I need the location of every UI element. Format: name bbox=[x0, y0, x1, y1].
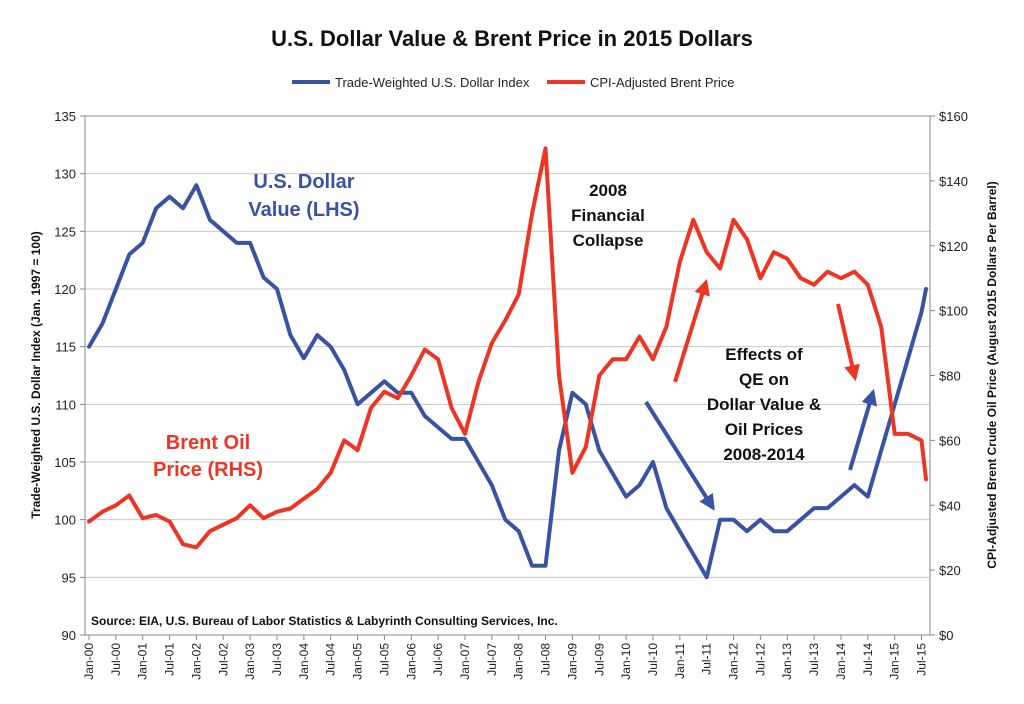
y-right-tick-label: $100 bbox=[939, 304, 968, 319]
brent-price-line bbox=[87, 146, 928, 550]
x-tick-label: Jul-10 bbox=[646, 643, 660, 676]
annotation-collapse-line3: Collapse bbox=[573, 231, 644, 250]
annotation-qe-line1: Effects of bbox=[725, 345, 803, 364]
annotation-qe-line2: QE on bbox=[739, 370, 789, 389]
x-tick-label: Jan-14 bbox=[834, 643, 848, 680]
x-tick-label: Jan-09 bbox=[565, 643, 579, 680]
x-tick-label: Jul-04 bbox=[324, 643, 338, 676]
x-tick-label: Jul-11 bbox=[700, 643, 714, 675]
x-tick-label: Jul-14 bbox=[861, 643, 875, 676]
x-tick-label: Jul-01 bbox=[163, 643, 177, 676]
y-right-tick-label: $20 bbox=[939, 563, 961, 578]
y-axis-left-label: Trade-Weighted U.S. Dollar Index (Jan. 1… bbox=[29, 231, 43, 519]
annotation-oil-line1: Brent Oil bbox=[166, 432, 250, 454]
legend-label-brent: CPI-Adjusted Brent Price bbox=[590, 75, 735, 90]
x-axis: Jan-00 Jul-00 Jan-01 Jul-01 Jan-02 Jul-02 Jan-… bbox=[82, 635, 929, 680]
x-tick-label: Jan-04 bbox=[297, 643, 311, 680]
annotation-dollar-line2: Value (LHS) bbox=[248, 199, 359, 221]
y-left-tick-label: 135 bbox=[54, 109, 76, 124]
legend-label-dollar: Trade-Weighted U.S. Dollar Index bbox=[335, 75, 530, 90]
arrow-oil-down bbox=[836, 303, 860, 382]
x-tick-label: Jul-12 bbox=[753, 643, 767, 676]
x-tick-label: Jul-07 bbox=[485, 643, 499, 676]
x-tick-label: Jan-02 bbox=[189, 643, 203, 680]
x-tick-label: Jan-12 bbox=[727, 643, 741, 680]
x-tick-label: Jan-03 bbox=[243, 643, 257, 680]
x-tick-label: Jan-08 bbox=[512, 643, 526, 680]
source-note: Source: EIA, U.S. Bureau of Labor Statis… bbox=[91, 614, 558, 628]
y-axis-right: $0 $20 $40 $60 $80 $100 $120 $140 $160 bbox=[930, 109, 968, 643]
y-left-tick-label: 110 bbox=[55, 397, 76, 412]
y-right-tick-label: $60 bbox=[939, 433, 961, 448]
dollar-index-line bbox=[87, 183, 928, 580]
x-tick-label: Jul-02 bbox=[216, 643, 230, 676]
y-left-tick-label: 95 bbox=[62, 570, 76, 585]
y-left-tick-label: 125 bbox=[54, 224, 76, 239]
x-tick-label: Jul-08 bbox=[539, 643, 553, 676]
annotation-qe-line5: 2008-2014 bbox=[723, 445, 805, 464]
x-tick-label: Jul-09 bbox=[592, 643, 606, 676]
x-tick-label: Jul-13 bbox=[807, 643, 821, 676]
y-axis-left: 90 95 100 105 110 115 120 125 130 135 bbox=[54, 109, 85, 643]
y-right-tick-label: $80 bbox=[939, 369, 961, 384]
y-left-tick-label: 90 bbox=[62, 628, 76, 643]
x-tick-label: Jan-05 bbox=[351, 643, 365, 680]
y-right-tick-label: $120 bbox=[939, 239, 968, 254]
x-tick-label: Jan-01 bbox=[136, 643, 150, 680]
y-left-tick-label: 115 bbox=[55, 340, 76, 355]
y-left-tick-label: 105 bbox=[54, 455, 76, 470]
y-left-tick-label: 130 bbox=[54, 167, 76, 182]
annotation-oil-line2: Price (RHS) bbox=[153, 459, 263, 481]
annotation-qe-line3: Dollar Value & bbox=[707, 395, 821, 414]
x-tick-label: Jan-11 bbox=[673, 643, 687, 679]
annotation-dollar-line1: U.S. Dollar bbox=[253, 171, 354, 193]
y-right-tick-label: $160 bbox=[939, 109, 968, 124]
x-tick-label: Jan-07 bbox=[458, 643, 472, 680]
annotation-arrows bbox=[644, 278, 878, 511]
y-left-tick-label: 100 bbox=[54, 513, 76, 528]
x-tick-label: Jul-03 bbox=[270, 643, 284, 676]
arrow-dollar-down bbox=[644, 400, 715, 511]
x-tick-label: Jul-05 bbox=[377, 643, 391, 676]
x-tick-label: Jul-15 bbox=[915, 643, 929, 676]
series-layer bbox=[87, 146, 928, 580]
y-left-tick-label: 120 bbox=[54, 282, 76, 297]
chart-title: U.S. Dollar Value & Brent Price in 2015 … bbox=[271, 26, 753, 51]
y-right-tick-label: $140 bbox=[939, 174, 968, 189]
arrow-dollar-up bbox=[848, 388, 878, 471]
x-tick-label: Jan-13 bbox=[780, 643, 794, 680]
y-axis-right-label: CPI-Adjusted Brent Crude Oil Price (Augu… bbox=[985, 181, 999, 568]
x-tick-label: Jan-06 bbox=[404, 643, 418, 680]
annotation-collapse-line2: Financial bbox=[571, 206, 645, 225]
legend: Trade-Weighted U.S. Dollar Index CPI-Adj… bbox=[292, 75, 735, 90]
x-tick-label: Jan-00 bbox=[82, 643, 96, 680]
arrow-oil-up bbox=[673, 278, 710, 383]
annotation-collapse-line1: 2008 bbox=[589, 181, 627, 200]
y-right-tick-label: $40 bbox=[939, 498, 961, 513]
x-tick-label: Jul-06 bbox=[431, 643, 445, 676]
x-tick-label: Jan-10 bbox=[619, 643, 633, 680]
x-tick-label: Jul-00 bbox=[109, 643, 123, 676]
y-right-tick-label: $0 bbox=[939, 628, 953, 643]
x-tick-label: Jan-15 bbox=[888, 643, 902, 680]
annotation-qe-line4: Oil Prices bbox=[725, 420, 803, 439]
